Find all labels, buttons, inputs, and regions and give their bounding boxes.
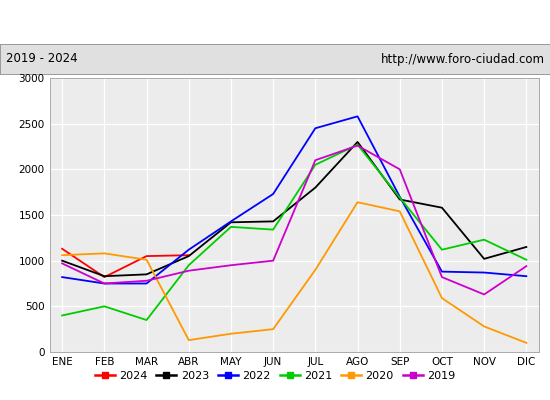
Text: 2019 - 2024: 2019 - 2024 <box>6 52 77 66</box>
Text: Evolucion Nº Turistas Nacionales en el municipio de Peralada: Evolucion Nº Turistas Nacionales en el m… <box>63 15 487 29</box>
Text: http://www.foro-ciudad.com: http://www.foro-ciudad.com <box>381 52 544 66</box>
Legend: 2024, 2023, 2022, 2021, 2020, 2019: 2024, 2023, 2022, 2021, 2020, 2019 <box>90 366 460 386</box>
